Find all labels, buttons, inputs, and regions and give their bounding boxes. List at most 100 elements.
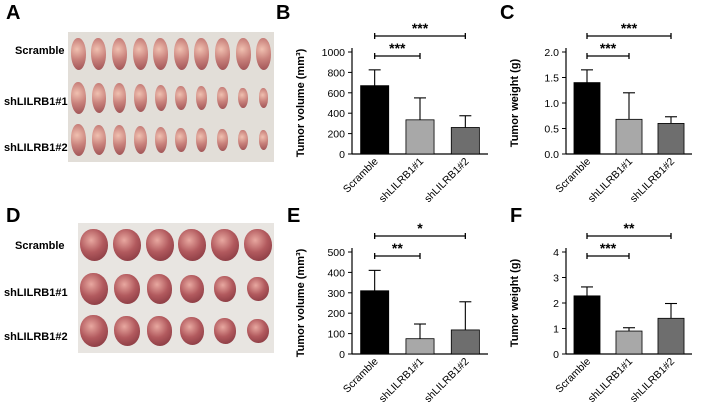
- tumor-row-a-1: [68, 78, 274, 118]
- tumor: [213, 275, 237, 303]
- tumor: [146, 316, 173, 346]
- tumor: [196, 128, 208, 152]
- y-tick-label: 300: [327, 288, 345, 300]
- tumor: [113, 229, 141, 261]
- tumor: [256, 38, 272, 70]
- tumor: [70, 38, 86, 70]
- tumor: [211, 229, 239, 261]
- y-tick-label: 800: [327, 67, 345, 79]
- y-axis-label: Tumor volume (mm³): [295, 48, 307, 157]
- x-tick-label-1: shLILRB1#1: [377, 156, 426, 205]
- y-tick-label: 1.0: [544, 98, 559, 110]
- y-tick-label: 1.5: [544, 73, 559, 85]
- row-label-d-sh1: shLILRB1#1: [4, 287, 68, 299]
- bar-2: [450, 329, 480, 355]
- y-tick-label: 400: [327, 108, 345, 120]
- x-tick-label-1: shLILRB1#1: [377, 356, 426, 405]
- bar-1: [615, 330, 643, 355]
- tumor: [246, 276, 269, 302]
- bar-1: [405, 119, 435, 155]
- x-tick-label-2: shLILRB1#2: [422, 356, 471, 405]
- y-tick-label: 1: [553, 324, 559, 336]
- tumor: [217, 87, 228, 109]
- tumor: [238, 87, 248, 109]
- chart-e-tumor-volume: Tumor volume (mm³) 0 100 200 300 400 500 Scramb…: [295, 220, 488, 405]
- tumor: [180, 317, 205, 345]
- y-tick-label: 2.0: [544, 47, 559, 59]
- tumor: [259, 88, 269, 108]
- bar-1: [405, 338, 435, 355]
- y-tick-label: 0: [339, 349, 345, 361]
- tumor: [153, 38, 169, 70]
- significance-label-0: ***: [600, 40, 617, 56]
- y-axis-label: Tumor weight (g): [509, 58, 521, 147]
- tumor: [173, 38, 189, 70]
- tumor: [113, 315, 141, 347]
- tumor: [70, 124, 86, 156]
- y-tick-label: 400: [327, 267, 345, 279]
- y-axis-label: Tumor weight (g): [509, 258, 521, 347]
- y-tick-label: 2: [553, 298, 559, 310]
- tumor: [133, 84, 147, 112]
- tumor: [80, 229, 109, 261]
- y-tick-label: 0: [339, 149, 345, 161]
- tumor: [243, 229, 272, 261]
- tumor-photo-a: [68, 32, 274, 162]
- y-tick-label: 4: [553, 247, 559, 259]
- tumor: [196, 86, 208, 110]
- row-label-d-sh2: shLILRB1#2: [4, 331, 68, 343]
- panel-letter-b: B: [276, 2, 291, 24]
- bar-0: [360, 85, 390, 155]
- y-tick-label: 1000: [322, 47, 346, 59]
- tumor: [154, 84, 167, 112]
- x-tick-label-0: Scramble: [553, 356, 593, 396]
- significance-label-1: ***: [621, 20, 638, 36]
- tumor: [70, 82, 86, 114]
- tumor: [213, 317, 237, 345]
- tumor: [178, 229, 207, 261]
- panel-letter-e: E: [287, 205, 301, 227]
- tumor: [145, 229, 174, 261]
- y-axis-label: Tumor volume (mm³): [295, 248, 307, 357]
- tumor: [180, 275, 205, 303]
- significance-label-0: **: [392, 240, 403, 256]
- bar-2: [450, 127, 480, 155]
- y-tick-label: 600: [327, 88, 345, 100]
- bar-0: [360, 290, 390, 355]
- tumor: [217, 129, 228, 151]
- x-tick-label-0: Scramble: [341, 156, 381, 196]
- significance-label-0: ***: [389, 40, 406, 56]
- bar-2: [657, 123, 685, 155]
- tumor: [235, 38, 251, 70]
- tumor: [80, 315, 109, 347]
- y-tick-label: 500: [327, 247, 345, 259]
- tumor: [112, 38, 127, 70]
- y-tick-label: 0.0: [544, 149, 559, 161]
- significance-label-1: *: [417, 220, 423, 236]
- tumor: [113, 273, 141, 305]
- bar-2: [657, 317, 685, 355]
- tumor: [133, 126, 147, 154]
- panel-letter-a: A: [6, 2, 21, 24]
- tumor: [91, 38, 107, 70]
- tumor: [112, 83, 127, 113]
- tumor: [132, 38, 148, 70]
- tumor: [175, 85, 188, 111]
- x-tick-label-2: shLILRB1#2: [628, 356, 677, 405]
- tumor: [259, 130, 269, 150]
- chart-b-tumor-volume: Tumor volume (mm³) 0 200 400 600 800 1000 Scram…: [295, 20, 488, 205]
- row-label-a-scramble: Scramble: [15, 45, 65, 57]
- bar-0: [573, 295, 601, 355]
- tumor: [238, 129, 248, 151]
- x-tick-label-0: Scramble: [553, 156, 593, 196]
- x-tick-label-2: shLILRB1#2: [422, 156, 471, 205]
- tumor: [80, 273, 109, 305]
- significance-label-0: ***: [600, 240, 617, 256]
- panel-letter-d: D: [6, 205, 21, 227]
- panel-letter-c: C: [500, 2, 515, 24]
- tumor: [246, 318, 269, 344]
- x-tick-label-2: shLILRB1#2: [628, 156, 677, 205]
- tumor-photo-d: [78, 223, 274, 353]
- tumor: [112, 125, 127, 155]
- y-tick-label: 0: [553, 349, 559, 361]
